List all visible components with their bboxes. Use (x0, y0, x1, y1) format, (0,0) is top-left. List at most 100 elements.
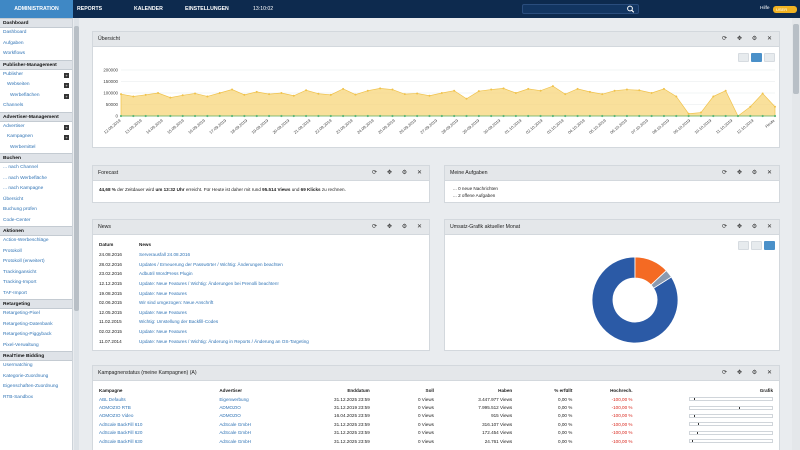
news-link[interactable]: Update: Neue Features / Wichtig: Änderun… (139, 281, 279, 287)
sidebar-item[interactable]: Dashboard (3, 30, 27, 35)
sidebar-item[interactable]: Retargeting-Piggyback (3, 332, 52, 337)
gear-icon[interactable]: ⚙ (401, 224, 408, 230)
campaign-link[interactable]: AdScale BackFill 630 (99, 438, 143, 444)
sidebar-item[interactable]: Buchung prüfen (3, 207, 37, 212)
news-link[interactable]: Adbutril WordPress Plugin (139, 271, 193, 277)
sidebar-item[interactable]: Retargeting-Datenbank (3, 321, 53, 327)
sidebar-item[interactable]: Usermatching (3, 363, 33, 368)
donut-slice[interactable] (650, 269, 672, 289)
advertiser-link[interactable]: AdScale GmbH (219, 430, 252, 436)
news-link[interactable]: Update: Neue Features (139, 290, 187, 296)
close-icon[interactable]: ✕ (766, 36, 773, 42)
refresh-icon[interactable]: ⟳ (371, 224, 378, 230)
tasks-messages[interactable]: ... 0 neue Nachrichten (453, 186, 498, 191)
close-icon[interactable]: ✕ (766, 224, 773, 230)
move-icon[interactable]: ✥ (386, 170, 393, 176)
refresh-icon[interactable]: ⟳ (371, 170, 378, 176)
nav-administration[interactable]: ADMINISTRATION (0, 0, 73, 18)
gear-icon[interactable]: ⚙ (751, 224, 758, 230)
sidebar-item[interactable]: ... nach Kampagne (3, 186, 44, 191)
sidebar-item[interactable]: Tracking-Import (3, 280, 37, 285)
expand-icon[interactable]: + (64, 72, 69, 78)
move-icon[interactable]: ✥ (736, 224, 743, 230)
gear-icon[interactable]: ⚙ (751, 36, 758, 42)
news-link[interactable]: Serverausfall 24.08.2016 (139, 252, 191, 258)
sidebar-item[interactable]: Werbeflächen + (10, 92, 69, 99)
sidebar-item[interactable]: ... nach Werbefläche (3, 175, 47, 181)
advertiser-link[interactable]: ADMOZIO (219, 413, 241, 419)
close-icon[interactable]: ✕ (416, 170, 423, 176)
close-icon[interactable]: ✕ (416, 224, 423, 230)
sidebar-item[interactable]: Retargeting-Pixel (3, 311, 40, 316)
sidebar-item[interactable]: Pixel-Verwaltung (3, 342, 39, 348)
news-link[interactable]: Update: Neue Features / Wichtig: Änderun… (139, 338, 309, 344)
news-link[interactable]: Update: Neue Features (139, 329, 187, 335)
expand-icon[interactable]: + (64, 93, 69, 99)
sidebar-item[interactable]: Übersicht (3, 196, 24, 202)
campaign-link[interactable]: ABL Defaults (99, 396, 126, 402)
sidebar-item[interactable]: Publisher + (3, 71, 69, 78)
line-chart-toggle[interactable] (751, 241, 762, 250)
line-chart-toggle[interactable] (751, 53, 762, 62)
donut-slice[interactable] (591, 256, 679, 344)
bar-chart-toggle[interactable] (738, 241, 749, 250)
advertiser-link[interactable]: AdScale GmbH (219, 421, 252, 427)
close-icon[interactable]: ✕ (766, 370, 773, 376)
move-icon[interactable]: ✥ (386, 224, 393, 230)
news-link[interactable]: Wir sind umgezogen: Neue Anschrift (139, 300, 214, 306)
user-menu-button[interactable]: USER (773, 6, 797, 13)
campaign-link[interactable]: AdScale BackFill 610 (99, 421, 143, 427)
gear-icon[interactable]: ⚙ (401, 170, 408, 176)
sidebar-item[interactable]: Action-Werbeschläge (3, 238, 49, 243)
pie-chart-toggle[interactable] (764, 241, 775, 250)
sidebar-item[interactable]: TAF-Import (3, 290, 27, 296)
nav-kalender[interactable]: KALENDER (134, 6, 163, 12)
sidebar-scrollbar-thumb[interactable] (74, 26, 79, 311)
refresh-icon[interactable]: ⟳ (721, 36, 728, 42)
campaign-link[interactable]: ADMOZIO Video (99, 413, 134, 419)
refresh-icon[interactable]: ⟳ (721, 224, 728, 230)
campaign-link[interactable]: AdScale BackFill 620 (99, 430, 143, 436)
nav-einstellungen[interactable]: EINSTELLUNGEN (185, 6, 229, 12)
nav-reports[interactable]: REPORTS (77, 6, 103, 12)
help-link[interactable]: Hilfe (760, 6, 770, 11)
sidebar-item[interactable]: Kampagnen + (7, 134, 69, 140)
move-icon[interactable]: ✥ (736, 36, 743, 42)
sidebar-item[interactable]: RTB-Sandbox (3, 394, 34, 400)
area-chart-toggle[interactable] (764, 53, 775, 62)
sidebar-item[interactable]: Channels (3, 103, 24, 108)
search-input[interactable] (522, 4, 639, 14)
news-link[interactable]: Update: Neue Features (139, 309, 187, 315)
sidebar-item[interactable]: Advertiser + (3, 123, 69, 130)
move-icon[interactable]: ✥ (736, 170, 743, 176)
expand-icon[interactable]: + (64, 124, 69, 130)
refresh-icon[interactable]: ⟳ (721, 370, 728, 376)
refresh-icon[interactable]: ⟳ (721, 170, 728, 176)
sidebar-item[interactable]: Aufgaben (3, 40, 24, 46)
sidebar-item[interactable]: Protokoll (erweitert) (3, 259, 45, 264)
close-icon[interactable]: ✕ (766, 170, 773, 176)
tasks-open[interactable]: ... 2 offene Aufgaben (453, 193, 496, 198)
sidebar-item[interactable]: Kategorie-Zuordnung (3, 373, 49, 379)
expand-icon[interactable]: + (64, 135, 69, 140)
advertiser-link[interactable]: AdScale GmbH (219, 438, 252, 444)
gear-icon[interactable]: ⚙ (751, 170, 758, 176)
advertiser-link[interactable]: Eigenwerbung (219, 396, 249, 402)
sidebar-item[interactable]: ... nach Channel (3, 165, 38, 170)
news-link[interactable]: Wichtig: Umstellung der Backfill-Codes (139, 319, 219, 325)
sidebar-item[interactable]: Webseiten + (7, 82, 69, 88)
move-icon[interactable]: ✥ (736, 370, 743, 376)
sidebar-item[interactable]: Trackingansicht (3, 269, 37, 275)
main-scrollbar[interactable] (792, 18, 800, 450)
sidebar-item[interactable]: Protokoll (3, 248, 22, 254)
campaign-link[interactable]: ADMOZIO RTB (99, 405, 131, 411)
main-scrollbar-thumb[interactable] (793, 24, 799, 94)
sidebar-item[interactable]: Werbemittel (10, 144, 36, 150)
search-icon[interactable] (626, 5, 636, 13)
gear-icon[interactable]: ⚙ (751, 370, 758, 376)
sidebar-item[interactable]: Code-Center (3, 217, 31, 223)
news-link[interactable]: Updates / Erneuerung der Passwörter / Wi… (139, 261, 283, 267)
expand-icon[interactable]: + (64, 83, 69, 88)
sidebar-item[interactable]: Workflows (3, 51, 26, 56)
bar-chart-toggle[interactable] (738, 53, 749, 62)
